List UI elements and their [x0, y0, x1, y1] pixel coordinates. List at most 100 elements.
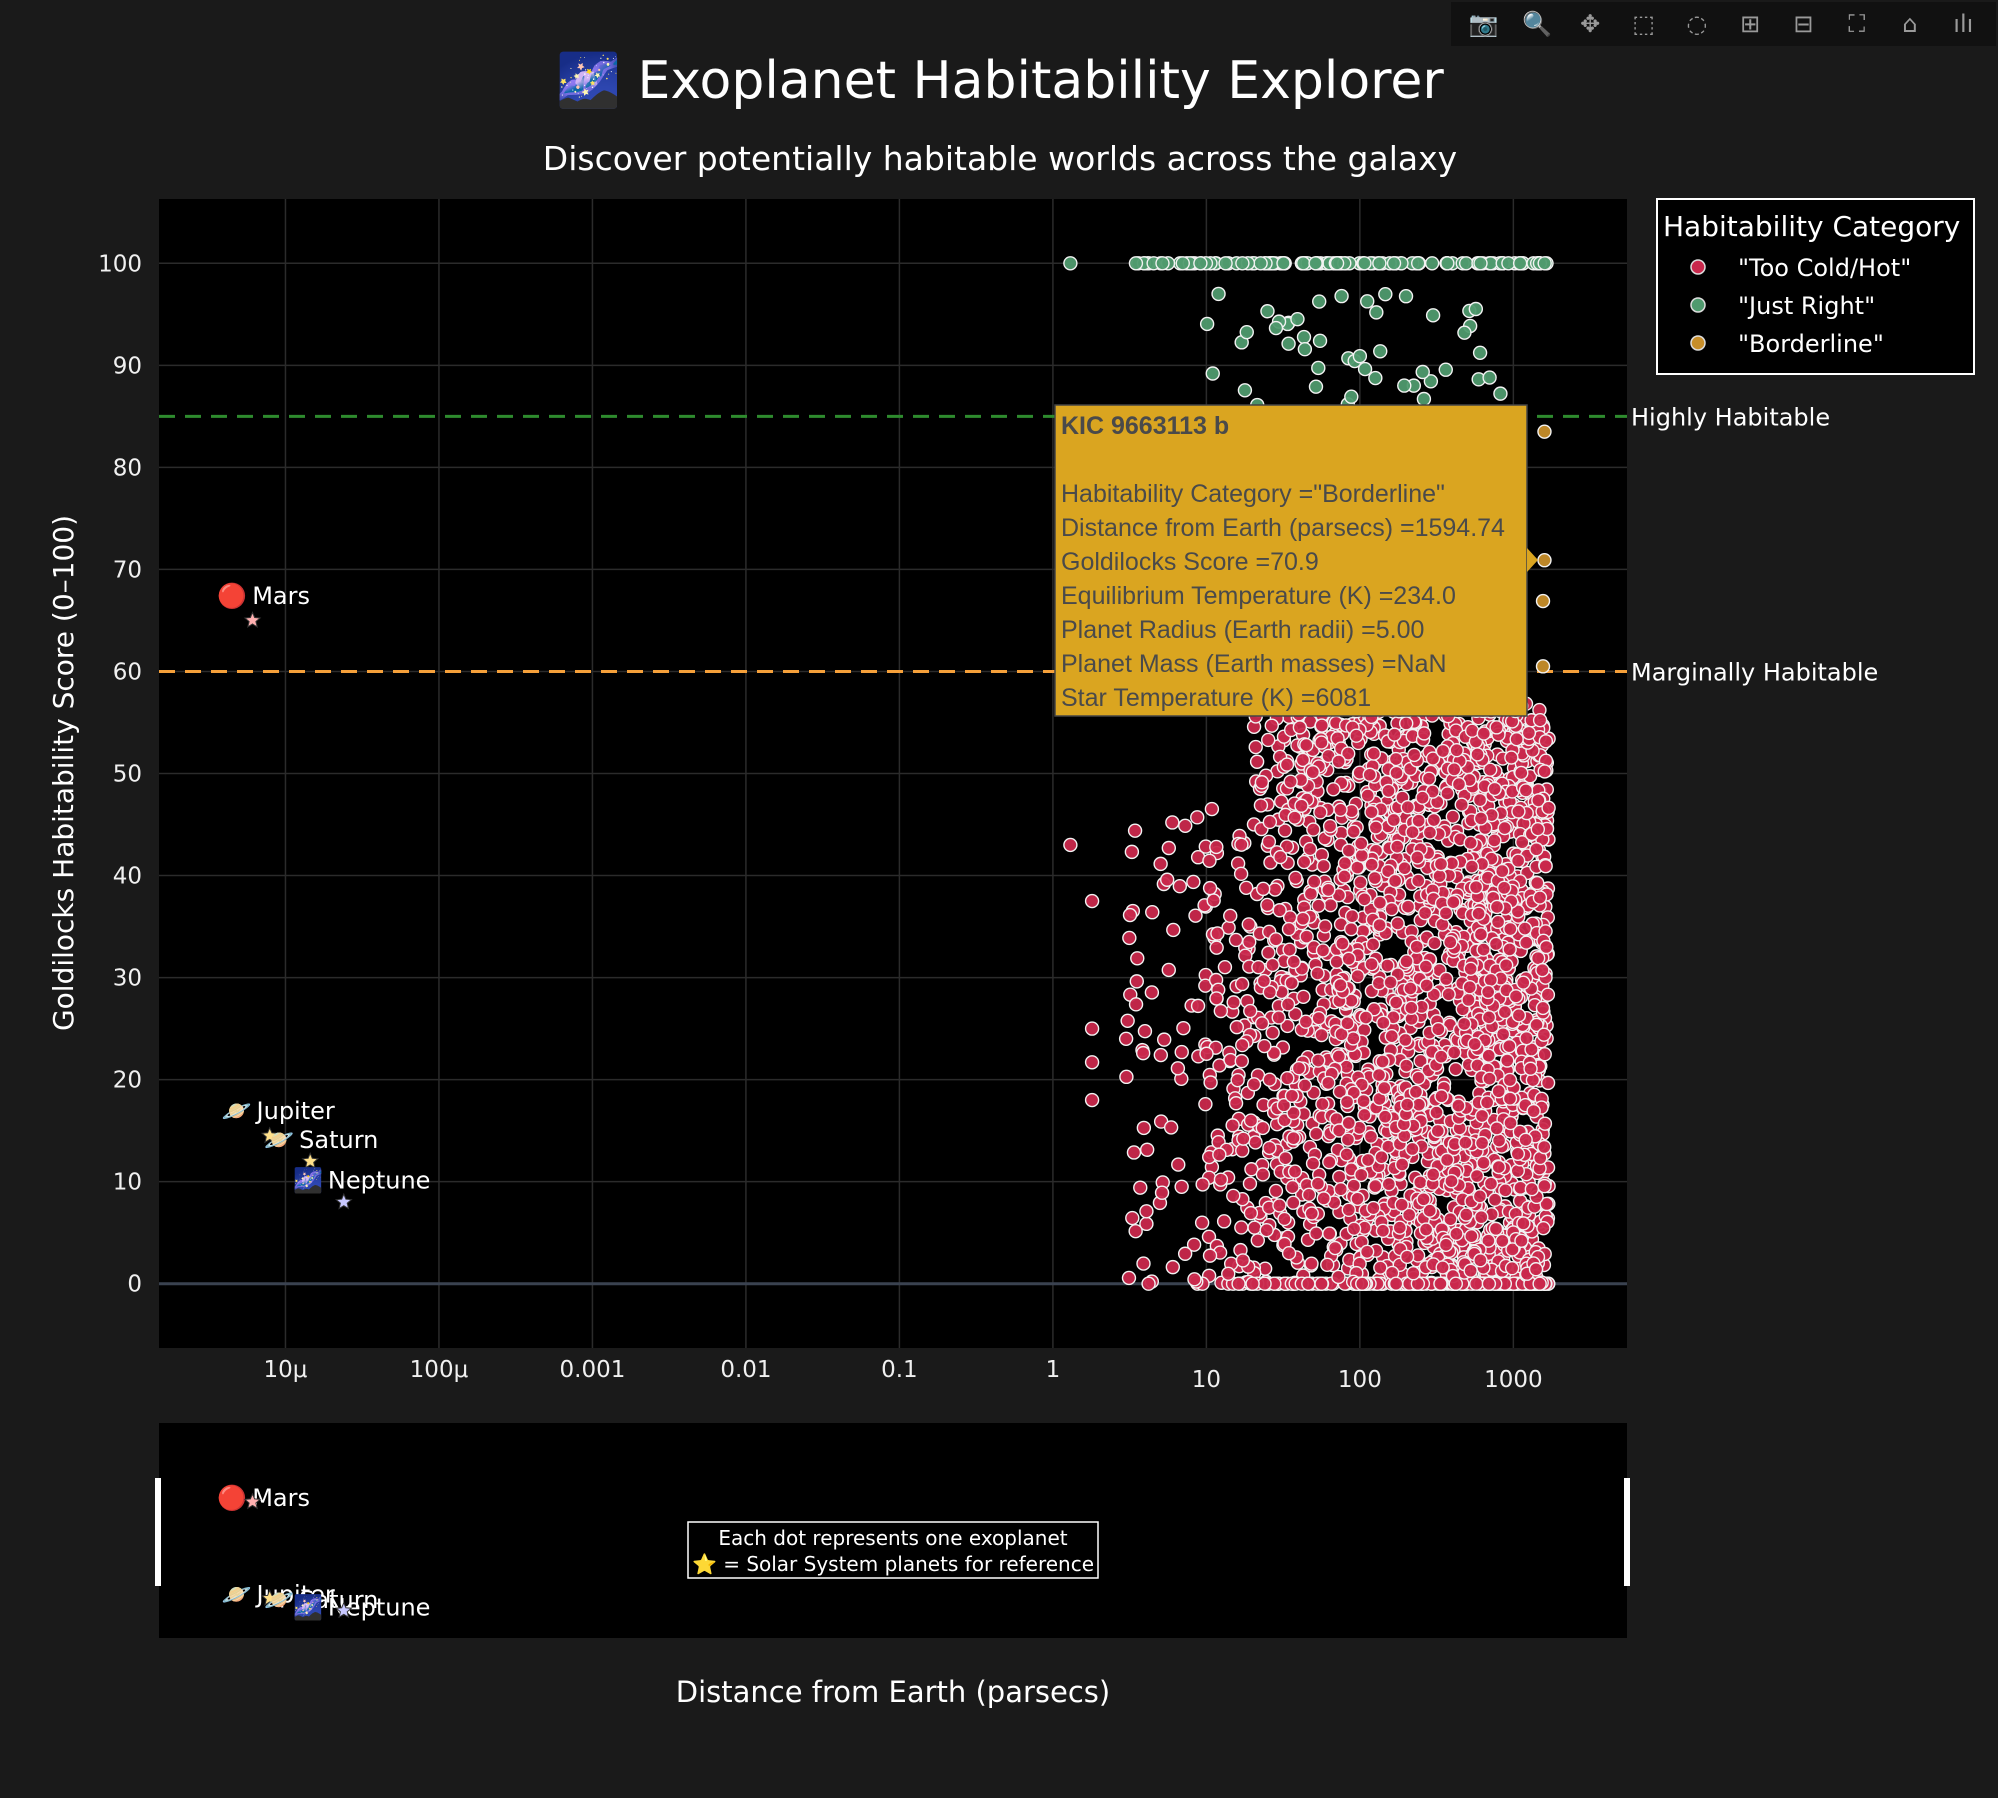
exoplanet-point [1470, 747, 1485, 762]
exoplanet-point [1368, 370, 1383, 386]
exoplanet-point [1194, 1215, 1210, 1230]
exoplanet-point [1454, 797, 1469, 812]
exoplanet-point [1377, 1109, 1393, 1124]
exoplanet-point [1463, 961, 1478, 976]
exoplanet-point [1398, 716, 1414, 731]
exoplanet-point [1392, 1220, 1407, 1235]
exoplanet-point [1346, 1221, 1362, 1236]
range-slider-handle-left[interactable] [155, 1478, 161, 1586]
exoplanet-point [1529, 842, 1544, 857]
modebar: 📷 🔍 ✥ ⬚ ◌ ⊞ ⊟ ⛶ ⌂ ılı [1451, 2, 1996, 46]
exoplanet-point [1279, 757, 1295, 772]
y-tick-label: 80 [113, 455, 142, 481]
exoplanet-point [1329, 256, 1345, 271]
pan-icon[interactable]: ✥ [1580, 10, 1601, 38]
planet-jupiter-icon: 🪐 [222, 1097, 252, 1125]
y-tick-label: 0 [127, 1272, 142, 1298]
exoplanet-point [1260, 897, 1275, 913]
box-select-icon[interactable]: ⬚ [1632, 10, 1655, 38]
exoplanet-point [1311, 1053, 1326, 1068]
exoplanet-point [1310, 966, 1325, 981]
exoplanet-point [1380, 863, 1396, 879]
exoplanet-point [1221, 1266, 1236, 1281]
exoplanet-point [1368, 1178, 1383, 1194]
exoplanet-point [1130, 951, 1145, 966]
zoom-in-icon[interactable]: ⊞ [1740, 10, 1761, 38]
x-tick-label: 10 [1192, 1367, 1221, 1393]
exoplanet-point [1472, 1189, 1488, 1204]
exoplanet-point [1489, 720, 1504, 735]
camera-icon[interactable]: 📷 [1468, 10, 1499, 38]
exoplanet-point [1415, 364, 1430, 380]
exoplanet-point [1373, 344, 1388, 359]
exoplanet-point [1163, 1120, 1179, 1135]
exoplanet-point [1282, 942, 1297, 957]
exoplanet-point [1424, 256, 1440, 271]
exoplanet-point [1516, 975, 1531, 990]
range-slider-handle-right[interactable] [1624, 1478, 1630, 1586]
exoplanet-point [1135, 1045, 1151, 1061]
exoplanet-point [1350, 860, 1365, 875]
exoplanet-point [1537, 256, 1552, 271]
exoplanet-point [1321, 882, 1336, 898]
exoplanet-point [1165, 815, 1180, 830]
exoplanet-point [1212, 1147, 1227, 1162]
tooltip-title: KIC 9663113 b [1061, 412, 1229, 440]
exoplanet-point [1498, 1183, 1513, 1198]
zoom-icon[interactable]: 🔍 [1521, 10, 1552, 38]
reference-star-icon [301, 1593, 320, 1611]
exoplanet-point [1398, 1032, 1413, 1048]
exoplanet-point [1304, 1206, 1319, 1221]
exoplanet-point [1538, 858, 1553, 874]
legend-item-too-cold-hot[interactable]: "Too Cold/Hot" [1690, 254, 1911, 282]
planet-saturn-icon: 🪐 [264, 1586, 294, 1614]
exoplanet-point [1469, 1168, 1485, 1184]
exoplanet-point [1416, 1192, 1431, 1207]
reference-star-icon [334, 1192, 353, 1210]
exoplanet-point [1299, 737, 1314, 753]
exoplanet-point [1408, 1084, 1424, 1100]
exoplanet-point [1446, 894, 1461, 910]
reset-axes-icon[interactable]: ⌂ [1902, 10, 1918, 38]
plotly-logo-icon[interactable]: ılı [1953, 10, 1974, 38]
exoplanet-point [1174, 1044, 1189, 1060]
legend-item-borderline[interactable]: "Borderline" [1690, 330, 1884, 358]
exoplanet-point [1407, 747, 1422, 763]
exoplanet-point [1502, 1091, 1518, 1106]
exoplanet-point [1360, 294, 1375, 309]
zoom-out-icon[interactable]: ⊟ [1793, 10, 1814, 38]
lasso-select-icon[interactable]: ◌ [1686, 10, 1708, 38]
exoplanet-point [1481, 1276, 1497, 1291]
exoplanet-point [1372, 895, 1388, 910]
exoplanet-point [1254, 1016, 1270, 1031]
tooltip-line: Habitability Category ="Borderline" [1061, 480, 1445, 508]
exoplanet-point [1491, 1084, 1506, 1099]
exoplanet-point [1493, 386, 1508, 401]
exoplanet-point [1398, 289, 1414, 304]
exoplanet-point [1387, 873, 1403, 889]
exoplanet-point [1201, 1229, 1217, 1245]
exoplanet-point [1322, 818, 1338, 834]
exoplanet-point [1514, 765, 1529, 781]
exoplanet-point [1463, 1263, 1478, 1278]
exoplanet-point [1444, 1173, 1459, 1189]
reference-star-icon [243, 1492, 262, 1510]
exoplanet-point [1296, 329, 1312, 345]
exoplanet-point [1262, 985, 1278, 1000]
exoplanet-point [1343, 921, 1359, 937]
reference-star-icon [243, 611, 262, 628]
legend-item-just-right[interactable]: "Just Right" [1690, 292, 1875, 320]
tooltip-line: Distance from Earth (parsecs) =1594.74 [1061, 514, 1505, 542]
exoplanet-point [1411, 873, 1426, 888]
exoplanet-point [1511, 804, 1526, 819]
exoplanet-point [1202, 880, 1218, 896]
exoplanet-point [1312, 294, 1327, 309]
exoplanet-point [1322, 1154, 1337, 1170]
autoscale-icon[interactable]: ⛶ [1848, 10, 1866, 38]
exoplanet-point [1501, 256, 1516, 271]
exoplanet-point [1216, 1214, 1232, 1229]
exoplanet-point [1161, 840, 1177, 856]
exoplanet-point [1277, 823, 1293, 838]
exoplanet-point [1281, 336, 1296, 351]
exoplanet-point [1438, 362, 1453, 377]
